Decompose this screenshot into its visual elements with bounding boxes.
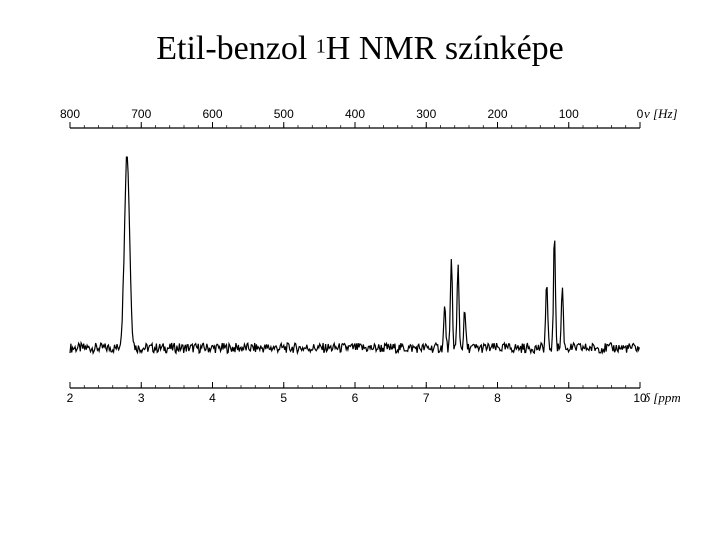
top-tick-label: 100	[559, 107, 579, 121]
bottom-axis-label: δ [ppm]	[644, 390, 680, 405]
page-title: Etil-benzol 1H NMR színképe	[0, 30, 720, 68]
title-post: H NMR színképe	[326, 30, 564, 67]
bottom-tick-label: 8	[494, 391, 501, 405]
bottom-tick-label: 5	[280, 391, 287, 405]
top-tick-label: 500	[274, 107, 294, 121]
top-tick-label: 0	[637, 107, 644, 121]
top-tick-label: 400	[345, 107, 365, 121]
bottom-tick-label: 9	[565, 391, 572, 405]
top-tick-label: 200	[487, 107, 507, 121]
title-superscript: 1	[316, 36, 326, 58]
bottom-tick-label: 7	[423, 391, 430, 405]
top-tick-label: 700	[131, 107, 151, 121]
top-axis-label: v [Hz]	[644, 106, 678, 121]
bottom-tick-label: 6	[352, 391, 359, 405]
spectrum-trace	[70, 157, 639, 353]
bottom-tick-label: 3	[138, 391, 145, 405]
top-tick-label: 600	[202, 107, 222, 121]
top-tick-label: 300	[416, 107, 436, 121]
nmr-svg: 0100200300400500600700800v [Hz]234567891…	[40, 98, 680, 418]
bottom-tick-label: 4	[209, 391, 216, 405]
nmr-spectrum-chart: 0100200300400500600700800v [Hz]234567891…	[40, 98, 680, 418]
bottom-tick-label: 2	[67, 391, 74, 405]
title-pre: Etil-benzol	[156, 30, 316, 67]
top-tick-label: 800	[60, 107, 80, 121]
